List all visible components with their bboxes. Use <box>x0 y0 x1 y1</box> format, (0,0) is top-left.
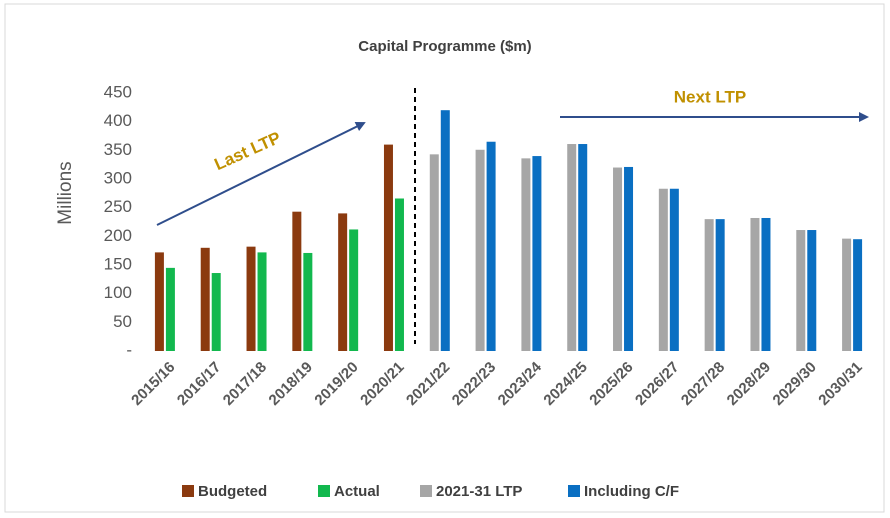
legend-label: Actual <box>334 483 380 500</box>
annotation: Next LTP <box>674 87 746 106</box>
bar <box>394 198 404 351</box>
bar <box>200 247 210 351</box>
bar <box>567 144 577 351</box>
y-tick-label: - <box>126 340 132 359</box>
bar <box>807 230 817 351</box>
bar <box>521 158 531 351</box>
bar <box>761 217 771 351</box>
bar <box>853 239 863 351</box>
y-tick-label: 250 <box>104 197 132 216</box>
bar <box>292 211 302 351</box>
y-tick-label: 300 <box>104 168 132 187</box>
bar <box>349 229 359 351</box>
bar <box>532 156 542 351</box>
arrow <box>156 122 366 226</box>
legend-swatch <box>420 485 432 497</box>
legend-swatch <box>318 485 330 497</box>
y-axis-label: Millions <box>55 161 76 224</box>
bar <box>578 144 588 351</box>
bar <box>750 217 760 351</box>
bar <box>383 144 393 351</box>
legend-swatch <box>182 485 194 497</box>
bar <box>303 252 313 351</box>
y-tick-label: 400 <box>104 111 132 130</box>
y-tick-label: 100 <box>104 283 132 302</box>
bar <box>165 267 175 351</box>
bar <box>154 252 164 351</box>
bar <box>429 154 439 351</box>
bar <box>796 230 806 351</box>
bar <box>704 219 714 351</box>
bar <box>257 252 267 351</box>
bar <box>613 167 623 351</box>
bar <box>486 141 496 351</box>
legend-label: 2021-31 LTP <box>436 483 522 500</box>
bar <box>475 149 485 351</box>
y-tick-label: 50 <box>113 312 132 331</box>
legend-label: Including C/F <box>584 483 679 500</box>
y-tick-label: 150 <box>104 254 132 273</box>
bar <box>715 219 725 351</box>
chart-title: Capital Programme ($m) <box>358 38 531 55</box>
legend-label: Budgeted <box>198 483 267 500</box>
bar <box>211 273 221 351</box>
bar <box>658 188 668 351</box>
bar <box>842 238 852 351</box>
y-tick-label: 350 <box>104 140 132 159</box>
y-tick-label: 450 <box>104 82 132 101</box>
bar <box>338 213 348 351</box>
bar <box>669 188 679 351</box>
bar <box>440 110 450 351</box>
bar <box>246 246 256 351</box>
legend-swatch <box>568 485 580 497</box>
y-tick-label: 200 <box>104 226 132 245</box>
bar <box>624 166 634 351</box>
